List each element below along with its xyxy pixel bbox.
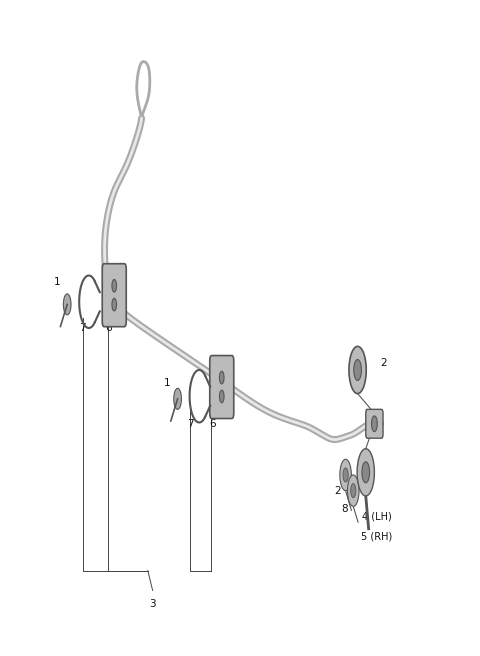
Circle shape [357,449,374,496]
Circle shape [174,388,181,409]
Text: 6: 6 [106,323,112,333]
Circle shape [340,459,351,491]
FancyBboxPatch shape [102,264,126,327]
Text: 3: 3 [149,598,156,609]
Text: 8: 8 [341,504,348,514]
Text: 5 (RH): 5 (RH) [361,531,393,542]
FancyBboxPatch shape [210,356,234,419]
Circle shape [354,359,361,380]
Circle shape [112,298,117,311]
Text: 6: 6 [209,419,216,429]
Circle shape [112,279,117,292]
Circle shape [372,416,377,432]
FancyBboxPatch shape [366,409,383,438]
Text: 7: 7 [79,323,86,333]
Text: 4 (LH): 4 (LH) [362,512,392,522]
Text: 2: 2 [334,485,341,496]
Circle shape [349,346,366,394]
Text: 7: 7 [187,419,193,429]
Text: 1: 1 [164,378,170,388]
Text: 2: 2 [381,358,387,369]
Circle shape [63,294,71,315]
Circle shape [343,468,348,482]
Circle shape [219,371,224,384]
Circle shape [348,475,359,506]
Circle shape [351,483,356,498]
Circle shape [219,390,224,403]
Circle shape [362,462,370,483]
Text: 1: 1 [53,277,60,287]
